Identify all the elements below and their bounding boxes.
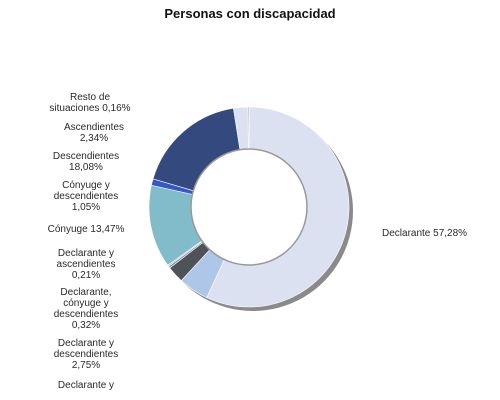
slice-label-5: Cónyuge 13,47%: [48, 224, 125, 235]
slice-label-8: Ascendientes 2,34%: [64, 122, 124, 144]
slice-label-6: Cónyuge y descendientes 1,05%: [54, 180, 119, 213]
donut-slice-9: [247, 106, 250, 150]
slice-label-0: Declarante 57,28%: [382, 228, 467, 239]
slice-label-9: Resto de situaciones 0,16%: [49, 92, 130, 114]
slice-label-3: Declarante, cónyuge y descendientes 0,32%: [54, 287, 119, 331]
slice-label-7: Descendientes 18,08%: [53, 151, 119, 173]
slice-label-2: Declarante y descendientes 2,75%: [54, 338, 119, 371]
slice-label-1: Declarante y: [58, 380, 114, 391]
slice-label-4: Declarante y ascendientes 0,21%: [57, 248, 116, 281]
donut-hole: [190, 148, 308, 266]
chart-title: Personas con discapacidad: [164, 6, 336, 21]
